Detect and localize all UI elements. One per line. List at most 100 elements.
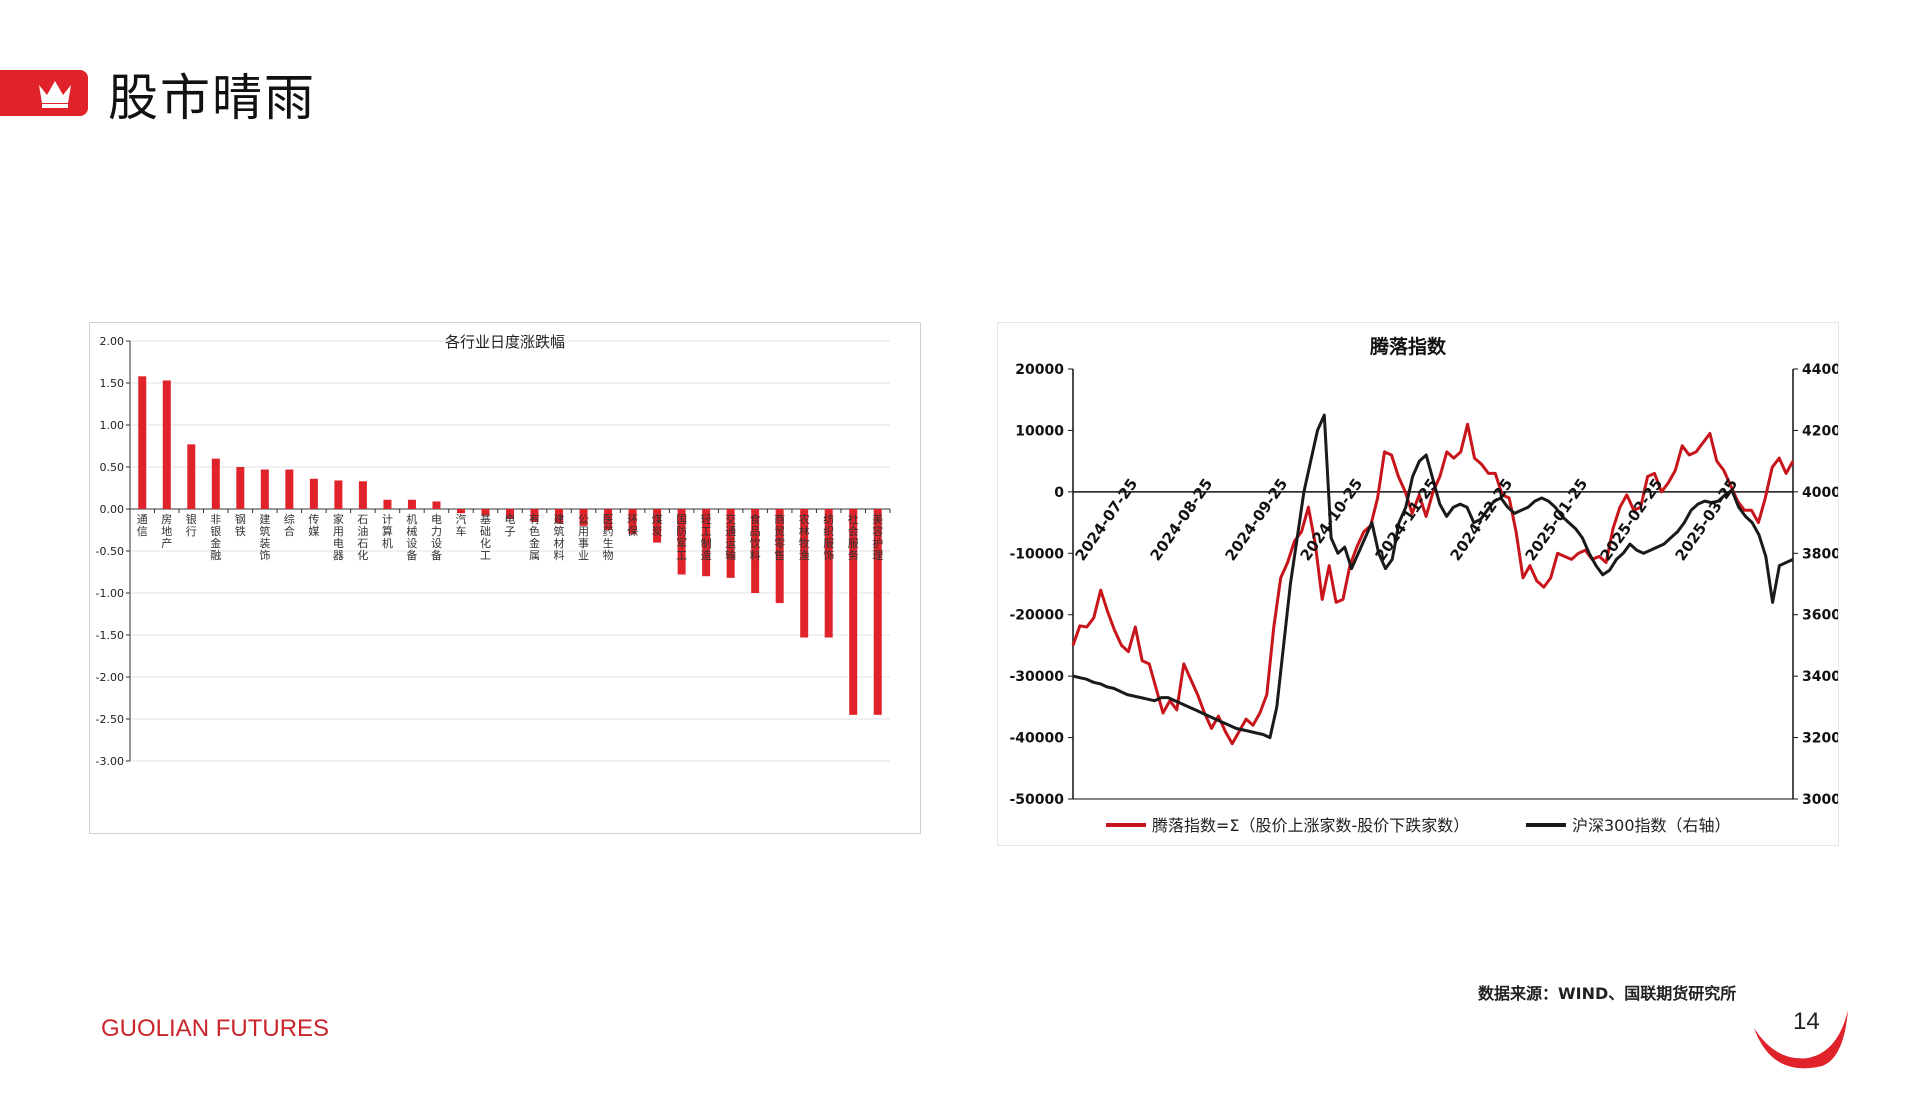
brand-sub: FUTURES — [215, 1015, 330, 1042]
bar — [604, 509, 613, 530]
right-y-tick-label: 3000 — [1802, 792, 1838, 808]
y-tick-label: -1.50 — [96, 629, 124, 642]
bar — [628, 509, 637, 535]
x-tick-label: 纺织服饰 — [823, 512, 834, 562]
left-y-tick-label: 0 — [1054, 485, 1064, 501]
x-tick-label: 2025-03-25 — [1672, 475, 1742, 564]
left-y-tick-label: 10000 — [1015, 423, 1064, 439]
series-line-csi300 — [1072, 413, 1794, 740]
x-tick-label: 电力设备 — [431, 513, 442, 562]
bar — [800, 509, 809, 638]
legend-label-csi300: 沪深300指数（右轴） — [1572, 816, 1731, 835]
left-y-tick-label: 20000 — [1015, 362, 1064, 378]
page-title: 股市晴雨 — [108, 69, 316, 127]
x-tick-label: 家用电器 — [333, 512, 344, 562]
bar — [824, 509, 833, 638]
left-y-tick-label: -30000 — [1009, 669, 1064, 685]
y-tick-label: -0.50 — [96, 545, 124, 558]
x-tick-label: 电子 — [505, 513, 516, 538]
bar — [138, 376, 147, 509]
industry-bar-chart-panel: 2.00 1.50 1.00 0.50 0.00 -0.50 -1.00 -1.50 -2.00… — [89, 322, 921, 834]
legend-label-advance-decline: 腾落指数=Σ（股价上涨家数-股价下跌家数） — [1152, 816, 1469, 835]
x-tick-label: 银行 — [186, 512, 197, 538]
bar — [211, 458, 220, 509]
chart-title: 各行业日度涨跌幅 — [445, 333, 565, 351]
x-tick-label: 汽车 — [455, 512, 466, 538]
bar — [260, 469, 269, 509]
brand-footer: GUOLIAN FUTURES — [101, 1015, 329, 1043]
x-tick-label: 2024-09-25 — [1222, 475, 1292, 564]
right-y-tick-label: 4000 — [1802, 485, 1838, 501]
y-tick-label: 1.00 — [100, 419, 125, 432]
y-tick-label: -1.00 — [96, 587, 124, 600]
x-tick-label: 煤炭 — [652, 513, 663, 538]
bar — [481, 509, 490, 516]
x-tick-label: 有色金属 — [529, 512, 540, 562]
page-number: 14 — [1793, 1008, 1820, 1035]
left-y-tick-label: -20000 — [1009, 608, 1064, 624]
y-tick-label: 0.00 — [100, 503, 125, 516]
bar — [236, 467, 245, 509]
x-tick-label: 2024-07-25 — [1072, 475, 1142, 564]
right-y-tick-label: 3200 — [1802, 731, 1838, 747]
right-y-tick-label: 3800 — [1802, 546, 1838, 562]
x-tick-label: 钢铁 — [235, 513, 246, 538]
x-tick-label: 2024-12-25 — [1447, 475, 1517, 564]
x-tick-label: 食品饮料 — [750, 512, 761, 562]
x-tick-label: 基础化工 — [480, 513, 491, 562]
y-tick-label: -2.00 — [96, 671, 124, 684]
x-tick-label: 交通运输 — [725, 512, 736, 562]
bar — [873, 509, 882, 715]
bar — [456, 509, 465, 514]
x-tick-label: 房地产 — [161, 513, 172, 550]
x-tick-label: 2024-08-25 — [1147, 475, 1217, 564]
page-corner-swoosh-icon — [1754, 1010, 1848, 1069]
x-tick-label: 计算机 — [382, 513, 393, 550]
bar — [162, 380, 171, 509]
x-tick-label: 医药生物 — [603, 513, 614, 562]
x-tick-label: 环保 — [627, 513, 638, 538]
bar — [309, 478, 318, 509]
bar — [726, 509, 735, 578]
bar — [506, 509, 514, 520]
title-accent-bar — [0, 70, 88, 116]
right-y-tick-label: 4400 — [1802, 362, 1838, 378]
advance-decline-line-chart: 腾落指数 20000 10000 0 -10000 -20000 -30000 -40000 -… — [1009, 335, 1841, 835]
chart-title: 腾落指数 — [1369, 335, 1447, 358]
bar — [285, 469, 294, 509]
industry-bar-chart: 2.00 1.50 1.00 0.50 0.00 -0.50 -1.00 -1.50 -2.00… — [96, 333, 891, 768]
x-tick-label: 建筑材料 — [554, 512, 565, 562]
x-tick-label: 建筑装饰 — [259, 512, 270, 562]
y-tick-label: -3.00 — [96, 755, 124, 768]
x-tick-label: 传媒 — [308, 513, 319, 538]
bar — [579, 509, 588, 526]
bar — [432, 501, 441, 509]
x-tick-label: 机械设备 — [406, 512, 417, 562]
x-tick-label: 美容护理 — [872, 513, 883, 562]
x-tick-label: 农林牧渔 — [799, 512, 810, 562]
bar — [407, 499, 416, 509]
bar — [358, 481, 367, 509]
advance-decline-chart-panel: 腾落指数 20000 10000 0 -10000 -20000 -30000 -40000 -… — [997, 322, 1841, 846]
x-tick-label: 非银金融 — [210, 513, 221, 562]
y-tick-label: 1.50 — [100, 377, 125, 390]
x-tick-label: 2025-02-25 — [1597, 475, 1667, 564]
right-y-tick-label: 4200 — [1802, 423, 1838, 439]
x-tick-label: 国防军工 — [676, 513, 687, 562]
brand-main: GUOLIAN — [101, 1015, 210, 1042]
bar — [849, 509, 858, 715]
x-tick-label: 综合 — [284, 512, 295, 538]
left-y-tick-label: -50000 — [1009, 792, 1064, 808]
left-y-tick-label: -40000 — [1009, 731, 1064, 747]
series-line-advance-decline — [1071, 422, 1795, 746]
crown-icon — [39, 81, 71, 108]
bar — [751, 509, 760, 593]
x-tick-label: 轻工制造 — [701, 512, 712, 562]
y-tick-label: -2.50 — [96, 713, 124, 726]
x-tick-label: 社会服务 — [848, 512, 859, 562]
x-tick-label: 商贸零售 — [774, 512, 785, 562]
x-tick-label: 公用事业 — [578, 513, 589, 562]
bar — [187, 444, 196, 509]
y-tick-label: 0.50 — [100, 461, 125, 474]
x-tick-label: 通信 — [137, 513, 148, 538]
